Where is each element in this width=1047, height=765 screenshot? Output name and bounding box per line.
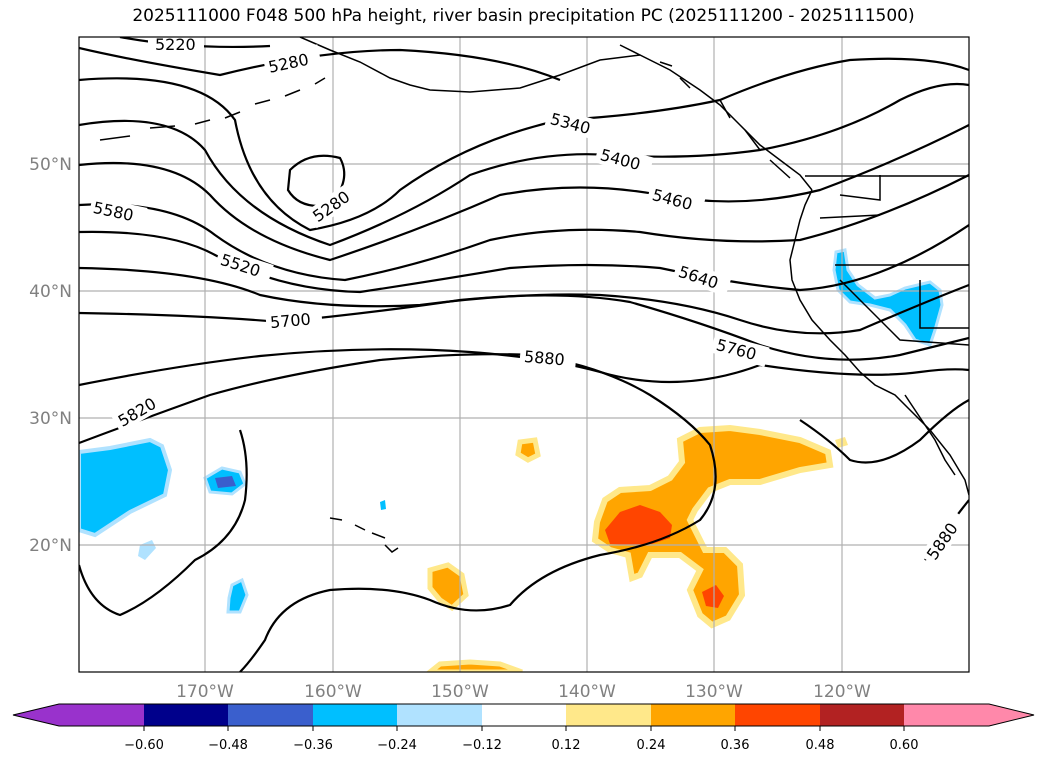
contour-5820 <box>79 353 717 672</box>
colorbar-segment <box>228 704 313 726</box>
height-contours <box>79 37 969 672</box>
graticule <box>79 37 969 672</box>
negative-anomaly-region <box>380 500 386 510</box>
contour-5400 <box>79 82 969 247</box>
colorbar-tick-label: −0.36 <box>293 738 333 753</box>
colorbar-tick-label: 0.36 <box>721 738 750 753</box>
colorbar-segment <box>313 704 397 726</box>
contour-5280-closed <box>286 154 346 208</box>
contour-label-5880: 5880 <box>523 347 565 369</box>
lon-label: 120°W <box>813 682 871 702</box>
negative-anomaly-region <box>226 577 249 614</box>
colorbar-segment <box>735 704 820 726</box>
lon-label: 160°W <box>304 682 362 702</box>
map-title: 2025111000 F048 500 hPa height, river ba… <box>132 6 915 26</box>
negative-anomaly-region <box>215 476 236 488</box>
positive-anomaly-region <box>605 505 672 545</box>
contour-5340 <box>79 57 969 232</box>
colorbar-tick-label: −0.12 <box>462 738 502 753</box>
lon-label: 170°W <box>176 682 234 702</box>
colorbar-outline <box>12 703 1035 727</box>
north-america-west-coast <box>789 189 969 496</box>
colorbar-segment <box>820 704 904 726</box>
colorbar-tick-label: −0.60 <box>124 738 164 753</box>
contour-5280-upper <box>79 46 561 82</box>
lat-label: 20°N <box>29 536 72 556</box>
lat-label: 40°N <box>29 282 72 302</box>
positive-anomaly-region <box>427 562 469 612</box>
colorbar-tick-label: 0.48 <box>806 738 835 753</box>
state-border <box>819 175 969 346</box>
lon-label: 130°W <box>685 682 743 702</box>
colorbar-segment <box>482 704 566 726</box>
map-frame <box>78 36 970 673</box>
longitude-labels: 170°W 160°W 150°W 140°W 130°W 120°W <box>176 682 871 702</box>
colorbar-extend-low <box>13 704 59 726</box>
baja-california <box>904 394 956 476</box>
negative-anomaly-region <box>79 437 173 538</box>
colorbar-segment <box>397 704 482 726</box>
colorbar: −0.60 −0.48 −0.36 −0.24 −0.12 0.12 0.24 … <box>12 703 1035 753</box>
lon-label: 140°W <box>558 682 616 702</box>
precipitation-shading <box>79 248 944 672</box>
latitude-labels: 20°N 30°N 40°N 50°N <box>29 155 72 556</box>
lon-label: 150°W <box>431 682 489 702</box>
contour-5520 <box>79 224 969 294</box>
hawaii-islands <box>329 517 399 553</box>
colorbar-tick-label: 0.60 <box>890 738 919 753</box>
colorbar-tick-label: 0.12 <box>552 738 581 753</box>
contour-5700 <box>79 294 969 361</box>
coastlines <box>99 37 969 553</box>
colorbar-segment <box>904 704 989 726</box>
contour-5580 <box>79 174 969 282</box>
negative-anomaly-region <box>832 248 944 347</box>
colorbar-segment <box>651 704 735 726</box>
contour-label-5700: 5700 <box>269 310 311 332</box>
alaska-coast <box>299 37 813 191</box>
canada-islands <box>619 44 791 179</box>
contour-5760 <box>79 348 969 387</box>
lat-label: 30°N <box>29 409 72 429</box>
contour-5880-inner <box>79 429 248 617</box>
positive-anomaly-region <box>515 437 541 463</box>
positive-anomaly-region <box>702 585 724 608</box>
contour-5460 <box>79 124 969 262</box>
colorbar-tick-label: −0.24 <box>377 738 417 753</box>
colorbar-segment <box>566 704 651 726</box>
colorbar-segment <box>59 704 144 726</box>
positive-anomaly-region <box>425 659 523 672</box>
colorbar-extend-high <box>989 704 1034 726</box>
contour-5640 <box>79 266 969 335</box>
colorbar-segment <box>144 704 228 726</box>
lat-label: 50°N <box>29 155 72 175</box>
contour-label-5220: 5220 <box>155 35 196 54</box>
positive-anomaly-region <box>591 424 834 629</box>
contour-5880-east <box>799 399 969 464</box>
colorbar-tick-label: −0.48 <box>208 738 248 753</box>
colorbar-tick-label: 0.24 <box>637 738 666 753</box>
